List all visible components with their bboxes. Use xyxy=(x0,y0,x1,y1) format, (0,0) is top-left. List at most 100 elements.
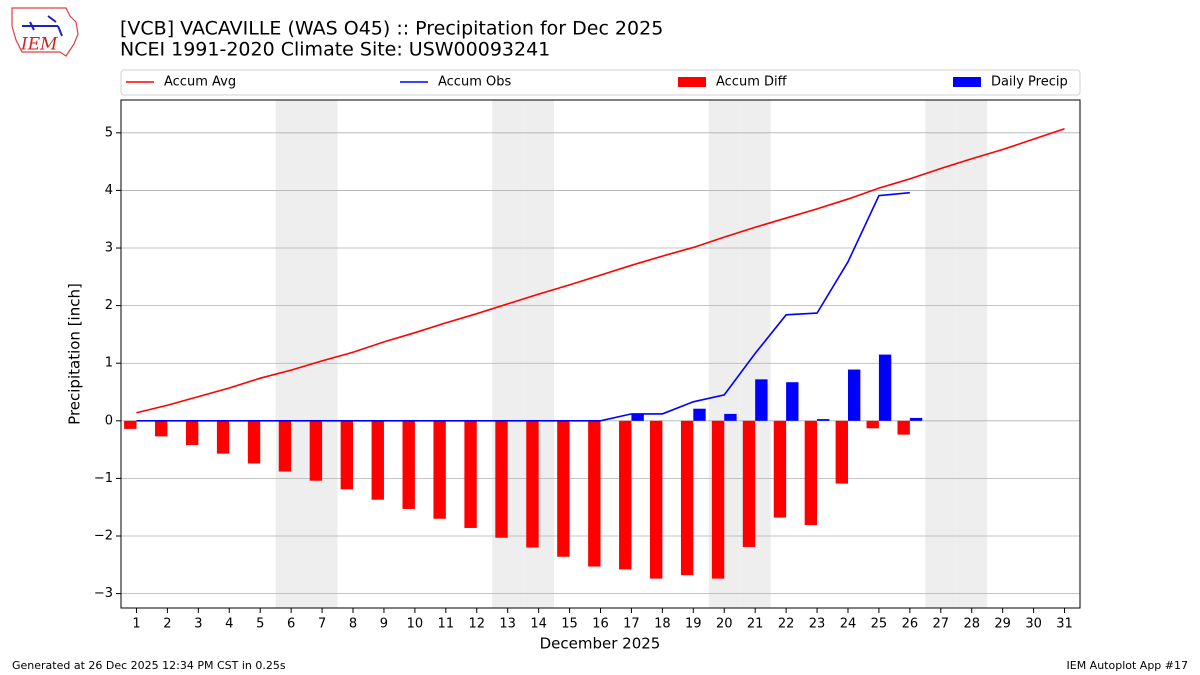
x-axis-label: December 2025 xyxy=(540,635,661,653)
legend-swatch xyxy=(953,77,981,87)
legend-label: Daily Precip xyxy=(991,75,1068,90)
x-tick-label: 24 xyxy=(840,617,857,632)
bar xyxy=(804,420,818,526)
y-tick-label: −3 xyxy=(94,586,113,601)
plot-area xyxy=(121,100,1080,608)
x-tick-label: 25 xyxy=(871,617,888,632)
bar xyxy=(711,420,725,579)
x-tick-label: 31 xyxy=(1056,617,1073,632)
legend: Accum Avg Accum Obs Accum Diff Daily Precip xyxy=(120,69,1081,96)
bar xyxy=(835,420,848,484)
bar xyxy=(309,420,323,481)
bar xyxy=(909,417,923,421)
bar xyxy=(247,420,261,464)
bar xyxy=(680,420,694,576)
chart-subtitle: NCEI 1991-2020 Climate Site: USW00093241 xyxy=(120,39,550,61)
bar xyxy=(773,420,787,518)
bar xyxy=(155,420,168,437)
chart-title: [VCB] VACAVILLE (WAS O45) :: Precipitati… xyxy=(120,18,663,40)
x-tick-label: 16 xyxy=(592,617,609,632)
x-tick-label: 26 xyxy=(902,617,919,632)
legend-label: Accum Obs xyxy=(438,75,511,90)
plot-frame xyxy=(120,99,1081,609)
y-tick-label: 4 xyxy=(105,183,113,198)
x-tick-label: 8 xyxy=(349,617,357,632)
y-tick-label: 0 xyxy=(105,413,113,428)
shaded-day xyxy=(275,100,307,608)
logo-outline xyxy=(11,7,79,57)
bar xyxy=(526,420,539,548)
x-tick-label: 6 xyxy=(287,617,295,632)
bar xyxy=(866,420,879,429)
bar xyxy=(817,419,830,421)
bar xyxy=(755,379,768,421)
bar xyxy=(649,420,663,579)
y-tick-label: −2 xyxy=(94,529,113,544)
legend-swatch xyxy=(678,77,706,87)
x-tick-label: 9 xyxy=(380,617,388,632)
x-tick-label: 22 xyxy=(778,617,795,632)
bar xyxy=(631,413,644,421)
line xyxy=(136,128,1065,414)
x-tick-label: 30 xyxy=(1025,617,1042,632)
x-tick-label: 21 xyxy=(747,617,764,632)
bar xyxy=(619,420,632,570)
y-axis-label: Precipitation [inch] xyxy=(66,283,84,425)
x-tick-label: 5 xyxy=(256,617,264,632)
x-tick-label: 3 xyxy=(194,617,202,632)
bar xyxy=(371,420,384,500)
logo: IEM xyxy=(11,7,79,57)
y-tick-label: 2 xyxy=(105,298,113,313)
x-tick-label: 2 xyxy=(163,617,171,632)
bar xyxy=(742,420,756,547)
y-tick-label: 5 xyxy=(105,125,113,140)
y-tick-label: −1 xyxy=(94,471,113,486)
y-tick-label: 1 xyxy=(105,356,113,371)
footer-left: Generated at 26 Dec 2025 12:34 PM CST in… xyxy=(12,659,286,672)
x-tick-label: 19 xyxy=(685,617,702,632)
legend-label: Accum Diff xyxy=(716,75,788,90)
bar xyxy=(878,354,892,421)
x-tick-label: 14 xyxy=(530,617,547,632)
x-tick-label: 10 xyxy=(407,617,424,632)
x-tick-label: 17 xyxy=(623,617,640,632)
bar xyxy=(786,382,799,421)
bar xyxy=(464,420,477,528)
bar xyxy=(897,420,910,435)
bar xyxy=(185,420,199,446)
legend-label: Accum Avg xyxy=(164,75,236,90)
x-tick-label: 13 xyxy=(499,617,516,632)
x-tick-label: 1 xyxy=(132,617,140,632)
x-tick-label: 23 xyxy=(809,617,826,632)
bar xyxy=(693,408,706,421)
footer-right: IEM Autoplot App #17 xyxy=(1067,659,1189,672)
bar xyxy=(402,420,415,509)
x-tick-label: 18 xyxy=(654,617,671,632)
x-tick-label: 28 xyxy=(963,617,980,632)
x-tick-label: 27 xyxy=(933,617,950,632)
bar xyxy=(847,369,861,421)
logo-text: IEM xyxy=(20,35,58,55)
x-tick-label: 4 xyxy=(225,617,233,632)
x-tick-label: 11 xyxy=(438,617,455,632)
bar xyxy=(588,420,601,567)
shaded-day xyxy=(306,100,338,608)
x-tick-label: 29 xyxy=(994,617,1011,632)
bar xyxy=(340,420,354,490)
y-tick-label: 3 xyxy=(105,241,113,256)
bar xyxy=(724,413,737,421)
shaded-day xyxy=(956,100,988,608)
x-tick-label: 20 xyxy=(716,617,733,632)
x-tick-label: 12 xyxy=(468,617,485,632)
bar xyxy=(557,420,570,557)
legend-frame xyxy=(120,69,1081,96)
x-tick-label: 15 xyxy=(561,617,578,632)
x-tick-label: 7 xyxy=(318,617,326,632)
bar xyxy=(433,420,446,519)
logo-icon xyxy=(22,15,63,37)
line xyxy=(136,191,910,422)
bar xyxy=(124,420,137,429)
bar xyxy=(216,420,230,454)
bar xyxy=(278,420,292,472)
